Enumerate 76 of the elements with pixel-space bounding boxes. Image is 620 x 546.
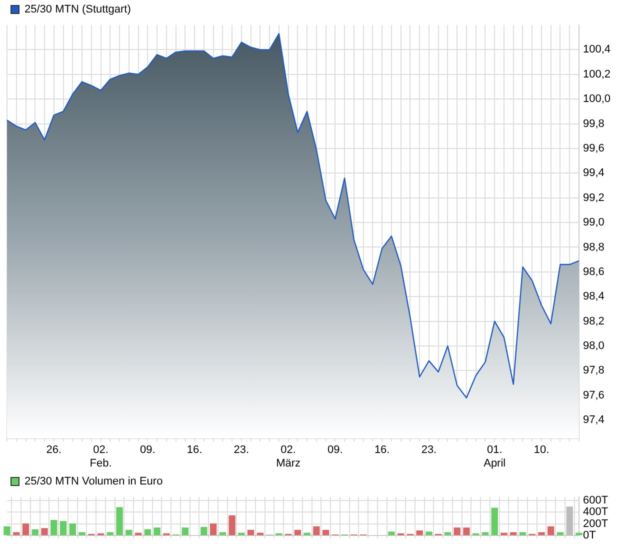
bar	[22, 523, 30, 536]
bar	[454, 528, 460, 536]
bar	[228, 515, 236, 536]
legend-label: 25/30 MTN Volumen in Euro	[24, 476, 163, 488]
x-tick-label: 23.	[234, 444, 250, 456]
y-tick-label: 100,0	[583, 93, 611, 106]
bar	[482, 532, 489, 536]
x-tick-label: 09.	[140, 444, 156, 456]
bar	[210, 523, 217, 536]
y-tick-label: 98,6	[583, 266, 604, 278]
bar	[576, 532, 582, 536]
bar	[313, 526, 320, 536]
bar	[144, 529, 151, 536]
bar	[13, 532, 20, 536]
bar	[4, 526, 10, 536]
y-tick-label: 200T	[583, 518, 608, 530]
bar	[322, 530, 330, 536]
bar	[294, 530, 302, 536]
y-tick-label: 600T	[583, 494, 608, 507]
bar	[500, 532, 508, 536]
bar	[126, 530, 132, 536]
y-tick-label: 98,4	[583, 290, 604, 303]
bar	[116, 507, 123, 536]
x-tick-label: 23.	[421, 444, 437, 456]
y-tick-label: 98,0	[583, 340, 604, 352]
y-tick-label: 0T	[583, 529, 596, 542]
bar	[106, 532, 114, 536]
legend-label: 25/30 MTN (Stuttgart)	[24, 4, 131, 16]
y-tick-label: 98,8	[583, 241, 604, 254]
y-tick-label: 99,8	[583, 118, 604, 130]
bar	[548, 526, 554, 536]
y-tick-label: 97,6	[583, 389, 604, 402]
x-tick-label: 10.	[534, 444, 550, 456]
x-tick-label: 01. April	[484, 444, 506, 470]
bar	[200, 526, 208, 536]
bar	[388, 532, 395, 536]
y-tick-label: 99,0	[583, 216, 604, 229]
bar	[444, 532, 452, 536]
bar	[219, 532, 226, 536]
bar	[416, 530, 423, 536]
y-tick-label: 100,2	[583, 68, 611, 80]
x-tick-label: 02. März	[276, 444, 301, 470]
bar	[426, 532, 432, 536]
bar	[519, 532, 526, 536]
bar	[463, 528, 470, 536]
bar	[238, 532, 245, 536]
bar	[60, 521, 67, 536]
bar	[78, 532, 86, 536]
bar	[491, 508, 498, 536]
y-tick-label: 99,6	[583, 142, 604, 154]
bar	[69, 523, 76, 536]
bar	[247, 530, 254, 536]
bar	[154, 528, 160, 536]
x-tick-label: 02. Feb.	[90, 444, 112, 470]
bar	[182, 528, 188, 536]
bar	[304, 532, 310, 536]
x-tick-label: 09.	[328, 444, 343, 456]
y-tick-label: 99,4	[583, 167, 604, 180]
y-tick-label: 97,4	[583, 414, 604, 426]
x-tick-label: 16.	[186, 444, 202, 456]
bar	[41, 528, 48, 536]
bar	[256, 532, 264, 536]
x-tick-label: 16.	[374, 444, 390, 456]
bar	[134, 532, 142, 536]
y-tick-label: 400T	[583, 506, 608, 518]
y-tick-label: 97,8	[583, 364, 604, 377]
bar	[556, 532, 564, 536]
x-tick-label: 26.	[46, 444, 62, 456]
y-tick-label: 99,2	[583, 192, 604, 204]
bar	[32, 529, 38, 536]
bar	[566, 506, 573, 536]
bar	[50, 520, 58, 536]
y-tick-label: 98,2	[583, 315, 604, 328]
bar	[510, 532, 517, 536]
y-tick-label: 100,4	[583, 44, 611, 56]
bar	[538, 532, 545, 536]
